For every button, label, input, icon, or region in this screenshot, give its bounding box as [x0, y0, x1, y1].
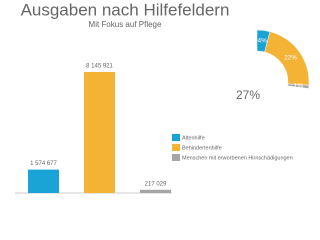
slice-label: 22%	[284, 54, 297, 61]
value-label: 217 029	[145, 181, 167, 187]
center-label: 27%	[236, 88, 260, 102]
value-label: 1 574 677	[30, 161, 57, 167]
bar	[84, 72, 115, 193]
page: {"chart_data": [ {"type": "bar", "title"…	[15, 0, 310, 194]
legend-swatch	[172, 144, 180, 151]
legend-label: Altenhilfe	[182, 135, 205, 141]
legend-label: Behindertenhilfe	[182, 145, 222, 151]
chart-title: Ausgaben nach Hilfefeldern	[21, 0, 230, 19]
bar	[28, 169, 59, 193]
chart: Ausgaben nach Hilfefeldern Mit Fokus auf…	[15, 0, 310, 194]
value-label: 8 145 921	[86, 64, 113, 70]
pie-slice	[287, 83, 310, 89]
legend-label: Menschen mit erworbenen Hirnschädigungen	[182, 155, 293, 161]
chart-subtitle: Mit Fokus auf Pflege	[89, 20, 162, 29]
slice-label: 4%	[257, 38, 267, 45]
bar	[140, 189, 171, 193]
slice-label: 1%	[294, 83, 304, 90]
legend-swatch	[172, 154, 180, 161]
legend-swatch	[172, 134, 180, 141]
